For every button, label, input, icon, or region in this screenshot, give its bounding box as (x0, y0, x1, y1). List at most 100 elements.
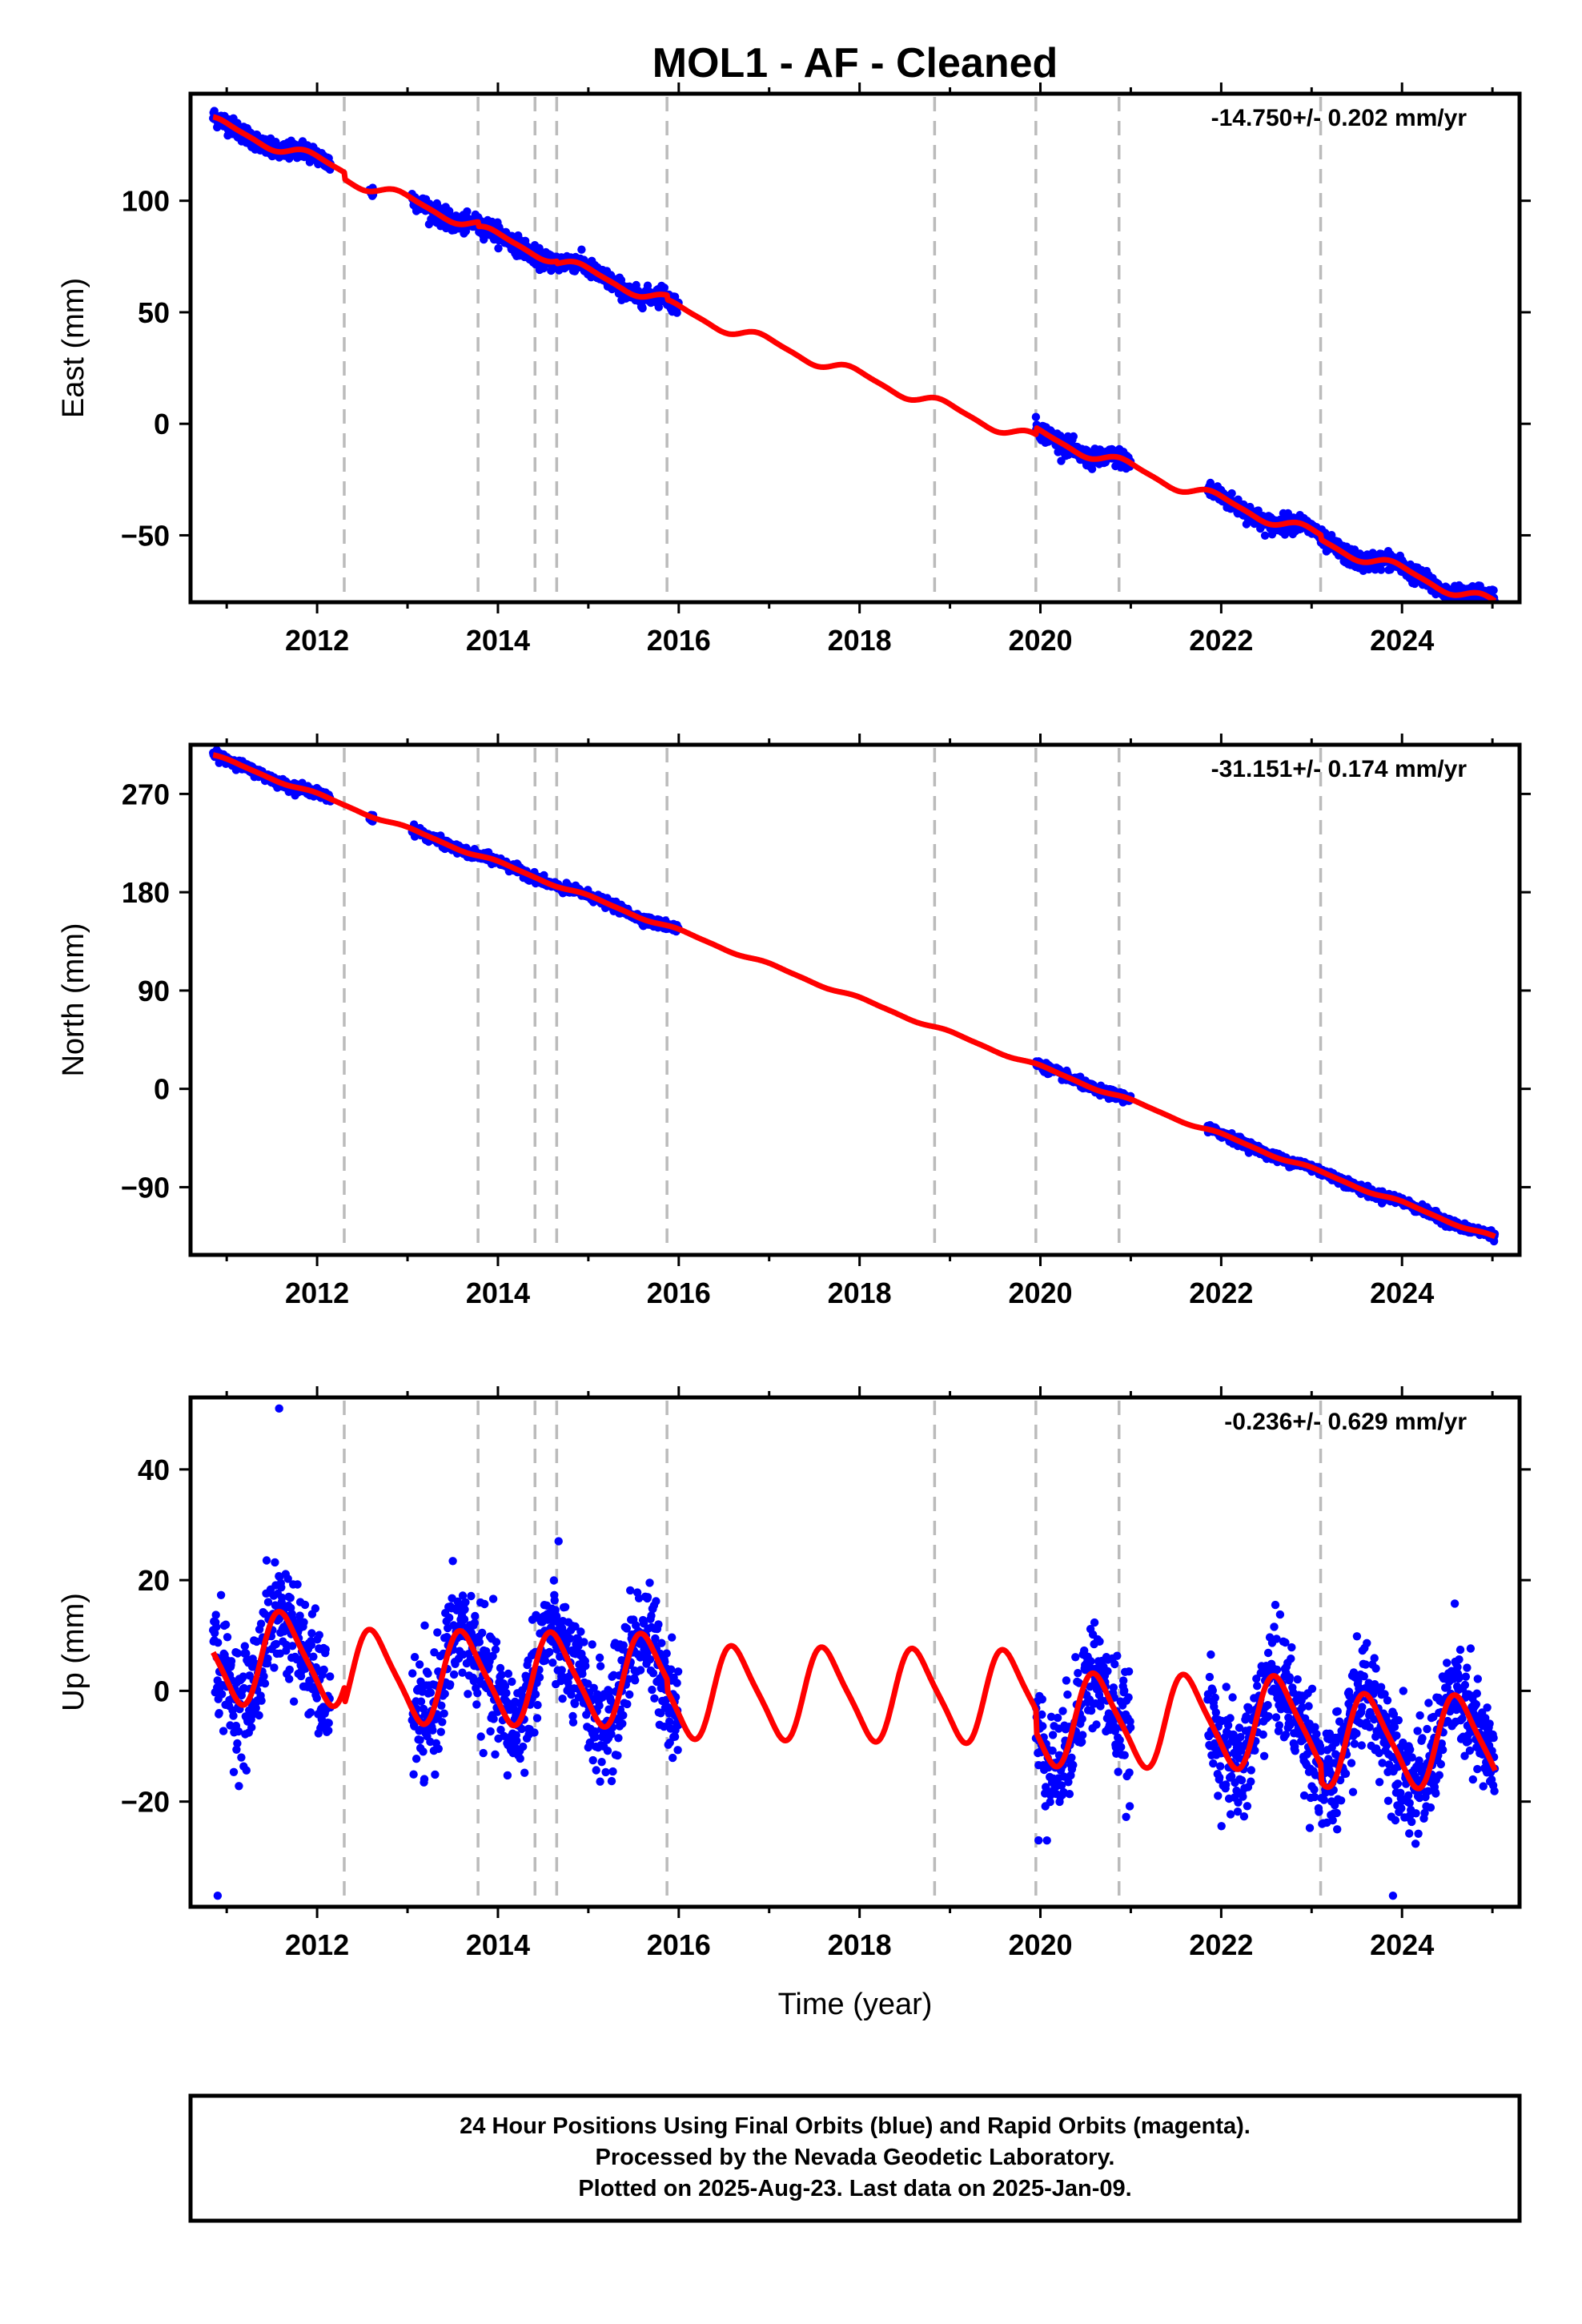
data-point (216, 1590, 226, 1600)
data-point (438, 1718, 447, 1727)
x-tick-label: 2018 (828, 1277, 892, 1309)
chart-title: MOL1 - AF - Cleaned (652, 40, 1058, 86)
data-point (1031, 412, 1041, 421)
data-point (596, 1662, 605, 1671)
data-point (648, 1669, 658, 1678)
data-point (221, 1620, 231, 1629)
y-tick-label: 90 (138, 975, 170, 1007)
data-point (463, 207, 472, 216)
data-point (592, 1766, 600, 1775)
data-point (548, 1659, 557, 1667)
data-point (315, 1630, 323, 1639)
data-point (420, 1621, 429, 1630)
data-point (618, 1719, 627, 1728)
x-tick-label: 2022 (1189, 624, 1253, 657)
data-point (608, 1767, 617, 1776)
data-point (614, 1734, 623, 1743)
data-point (419, 1747, 428, 1756)
data-point (580, 1638, 588, 1647)
x-tick-label: 2024 (1370, 1277, 1434, 1309)
data-point (549, 1576, 558, 1585)
data-point (227, 1657, 236, 1666)
data-point (479, 1748, 488, 1758)
data-point (263, 1654, 272, 1663)
x-tick-label: 2012 (285, 624, 349, 657)
data-point (324, 1726, 333, 1735)
data-point (588, 1640, 596, 1649)
x-tick-label: 2020 (1008, 1277, 1072, 1309)
data-point (1260, 531, 1270, 540)
y-axis-label: East (mm) (57, 278, 90, 418)
data-point (319, 1665, 328, 1675)
y-tick-label: 100 (122, 185, 170, 218)
data-point (247, 1723, 256, 1732)
data-point (416, 1697, 426, 1706)
data-point (531, 1690, 540, 1699)
data-point (215, 1709, 223, 1718)
data-point (449, 1670, 459, 1679)
data-point (242, 1766, 251, 1775)
data-point (657, 1638, 666, 1647)
data-point (595, 1653, 604, 1663)
data-point (578, 1670, 587, 1679)
data-point (508, 1677, 516, 1687)
data-point (607, 1776, 616, 1786)
data-point (285, 1665, 294, 1675)
data-point (416, 1735, 424, 1744)
x-tick-label: 2018 (828, 624, 892, 657)
data-point (233, 1739, 242, 1748)
data-point (667, 1665, 676, 1674)
data-point (312, 1694, 321, 1703)
data-point (431, 1770, 440, 1779)
y-tick-label: 0 (154, 408, 170, 440)
data-point (626, 1586, 635, 1595)
data-point (259, 1672, 268, 1681)
data-point (596, 1777, 604, 1786)
y-tick-label: −90 (121, 1171, 170, 1204)
data-point (472, 1700, 481, 1709)
data-point (1489, 585, 1498, 595)
data-point (1069, 432, 1078, 441)
data-point (300, 1600, 310, 1610)
data-point (520, 1768, 529, 1777)
data-point (286, 1594, 295, 1602)
data-point (270, 1663, 279, 1672)
y-axis-label: North (mm) (57, 923, 90, 1076)
data-point (480, 1599, 489, 1609)
data-point (576, 1627, 585, 1636)
data-point (504, 1669, 513, 1679)
data-point (601, 1767, 610, 1777)
data-point (650, 1694, 659, 1703)
data-point (636, 1666, 645, 1675)
data-point (502, 1688, 511, 1698)
data-point (530, 1728, 539, 1737)
data-point (568, 1718, 578, 1727)
data-point (476, 1732, 485, 1741)
north-panel: 2012 2014 2016 2018 2020 2022 2024−90090180270… (57, 734, 1531, 1309)
data-point (448, 1557, 457, 1566)
model-line (211, 752, 1497, 1240)
data-point (433, 1628, 442, 1637)
data-point (535, 1673, 544, 1682)
data-point (217, 1690, 227, 1699)
data-point (299, 1618, 308, 1627)
data-point (321, 1645, 330, 1654)
data-point (467, 1591, 476, 1601)
x-tick-label: 2024 (1370, 624, 1434, 657)
data-point (491, 1645, 500, 1654)
data-point (554, 1537, 563, 1546)
x-tick-label: 2022 (1189, 1277, 1253, 1309)
y-tick-label: −50 (121, 519, 170, 552)
data-point (619, 1711, 628, 1720)
data-point (306, 1708, 315, 1717)
data-point (625, 1690, 634, 1699)
data-point (623, 1699, 632, 1709)
data-point (408, 1669, 417, 1678)
rate-label: -14.750+/- 0.202 mm/yr (1211, 105, 1468, 131)
data-point (464, 1690, 472, 1699)
data-point (1087, 464, 1097, 473)
data-point (326, 1672, 335, 1681)
data-point (648, 1685, 656, 1695)
data-point (409, 1770, 418, 1779)
